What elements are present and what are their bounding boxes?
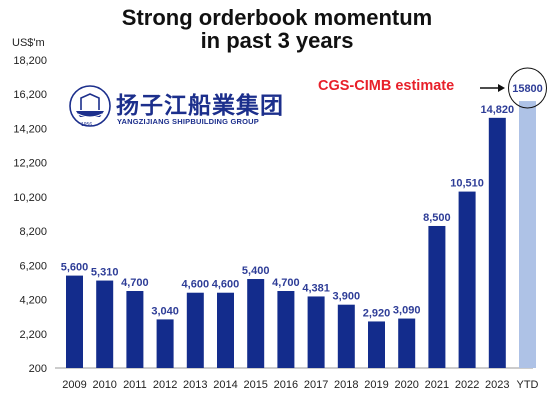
data-label: 5,600 [61,262,89,274]
logo-chinese-name: 扬子江船業集团 [116,92,284,119]
y-tick-label: 12,200 [13,158,47,170]
data-label: 2,920 [363,307,391,319]
bar [458,191,476,368]
bar [186,292,204,368]
x-tick-label: 2021 [425,379,449,391]
title-line-1: Strong orderbook momentum [121,5,433,30]
data-label: 14,820 [480,104,514,116]
bar [368,321,385,368]
data-label: 3,040 [151,305,179,317]
estimate-label: CGS-CIMB estimate [318,78,455,94]
data-label: 4,600 [182,279,210,291]
x-tick-label: 2017 [304,379,328,391]
bar [96,280,114,368]
data-label: 4,700 [121,277,149,289]
x-tick-label: 2013 [183,379,207,391]
data-label: 4,381 [302,282,330,294]
x-tick-label: 2016 [274,379,298,391]
bar [66,275,83,368]
data-label: 10,510 [450,178,484,190]
x-tick-label: 2014 [213,379,237,391]
bar [217,292,234,368]
y-tick-label: 8,200 [19,226,47,238]
x-tick-label: 2023 [485,379,509,391]
logo-english-name: YANGZIJIANG SHIPBUILDING GROUP [117,117,259,126]
bar [156,319,174,368]
data-label: 3,090 [393,305,421,317]
x-tick-label: 2022 [455,379,479,391]
data-label: 5,400 [242,265,270,277]
x-tick-label: YTD [517,379,539,391]
y-tick-label: 14,200 [13,123,47,135]
x-tick-label: 2010 [92,379,116,391]
data-label: 3,900 [333,291,361,303]
x-tick-label: 2009 [62,379,86,391]
estimate-value-label: 15800 [512,83,543,95]
y-tick-label: 18,200 [13,55,47,67]
estimate-highlight-circle [508,67,547,109]
bar [398,318,416,368]
y-tick-label: 2,200 [19,329,47,341]
x-tick-label: 2012 [153,379,177,391]
y-axis-label: US$'m [12,37,45,49]
bar [337,304,355,368]
x-tick-label: 2020 [394,379,418,391]
data-label: 8,500 [423,212,451,224]
ship-emblem-icon [69,85,111,127]
title-line-2: in past 3 years [200,28,354,53]
company-logo: 1956 扬子江船業集团 YANGZIJIANG SHIPBUILDING GR… [68,84,283,132]
y-tick-label: 10,200 [13,192,47,204]
chart-title: Strong orderbook momentum in past 3 year… [0,6,554,52]
logo-year: 1956 [81,122,93,128]
x-tick-label: 2019 [364,379,388,391]
bar [307,296,325,368]
data-label: 4,600 [212,279,240,291]
x-tick-label: 2015 [243,379,267,391]
y-tick-label: 4,200 [19,295,47,307]
x-tick-label: 2011 [123,379,147,391]
bar [247,279,265,368]
x-tick-label: 2018 [334,379,358,391]
bar [428,225,446,368]
data-label: 5,310 [91,267,119,279]
arrow-right-icon [498,84,505,92]
bar [126,291,144,368]
y-tick-label: 16,200 [13,89,47,101]
data-label: 4,700 [272,277,300,289]
bar-estimate [519,101,536,369]
bar [277,291,295,368]
y-tick-label: 200 [29,363,47,375]
bar [488,117,506,368]
y-tick-label: 6,200 [19,260,47,272]
